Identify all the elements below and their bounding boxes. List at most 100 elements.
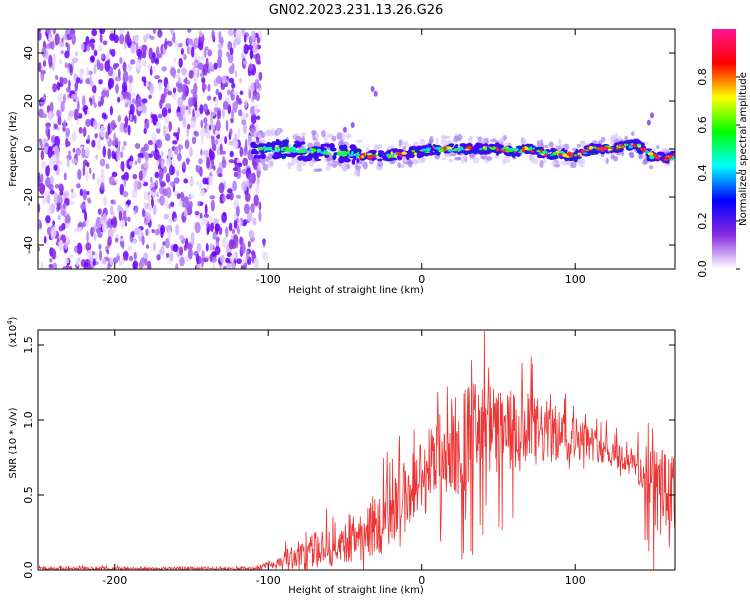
noise-blob: [68, 110, 75, 117]
signal-peak: [668, 154, 672, 159]
noise-blob: [101, 258, 107, 265]
noise-blob: [41, 46, 47, 58]
colorbar-tick-label: 0.0: [696, 260, 709, 278]
signal-halo: [259, 130, 264, 135]
noise-blob: [194, 221, 201, 234]
signal-halo: [353, 169, 360, 177]
noise-blob: [119, 151, 124, 159]
noise-blob: [134, 227, 140, 236]
signal-core: [250, 143, 256, 148]
noise-blob: [230, 117, 234, 124]
noise-blob: [86, 263, 92, 269]
noise-blob: [59, 190, 64, 196]
signal-peak: [595, 148, 601, 151]
noise-blob: [43, 93, 47, 102]
signal-core: [667, 152, 674, 156]
noise-blob: [231, 228, 235, 235]
noise-blob: [38, 61, 42, 73]
signal-peak: [421, 148, 427, 152]
signal-halo: [440, 139, 448, 146]
noise-blob: [137, 106, 143, 112]
noise-blob: [146, 244, 149, 249]
x-tick-label: -100: [256, 574, 281, 587]
signal-peak: [367, 156, 373, 159]
noise-blob: [173, 243, 178, 249]
noise-blob: [107, 236, 112, 247]
noise-blob: [64, 243, 68, 250]
noise-blob: [48, 263, 54, 269]
noise-blob: [71, 131, 77, 142]
noise-blob: [58, 183, 64, 192]
signal-peak: [616, 146, 619, 151]
signal-halo: [621, 150, 625, 157]
noise-blob: [219, 254, 225, 264]
colorbar-label: Normalized spectral amplitude: [738, 72, 749, 226]
noise-blob: [226, 193, 231, 200]
noise-blob: [181, 83, 187, 94]
noise-blob: [128, 75, 133, 84]
noise-blob: [253, 257, 260, 269]
noise-blob: [84, 106, 88, 115]
signal-peak: [512, 148, 519, 152]
noise-blob: [92, 120, 98, 130]
snr-x-label: Height of straight line (km): [288, 585, 424, 596]
noise-blob: [166, 186, 172, 199]
signal-peak: [530, 150, 535, 153]
noise-blob: [212, 232, 217, 240]
noise-blob: [168, 120, 172, 132]
noise-blob: [46, 194, 51, 205]
signal-peak: [652, 153, 657, 157]
noise-blob: [91, 139, 96, 148]
signal-peak: [414, 152, 417, 156]
signal-peak: [672, 153, 675, 157]
noise-blob: [154, 75, 161, 80]
noise-blob: [165, 157, 172, 167]
noise-blob: [186, 123, 191, 130]
signal-peak: [536, 149, 541, 153]
signal-halo: [451, 152, 457, 157]
noise-blob: [215, 88, 220, 96]
noise-blob: [38, 31, 42, 41]
signal-peak: [542, 150, 545, 153]
signal-halo: [578, 158, 586, 164]
signal-peak: [351, 150, 354, 155]
noise-blob: [109, 33, 116, 42]
y-tick-label: 0: [22, 146, 35, 153]
signal-halo: [480, 155, 487, 160]
noise-blob: [75, 257, 80, 267]
noise-blob: [97, 232, 103, 238]
noise-blob: [93, 102, 97, 109]
noise-blob: [258, 71, 263, 81]
signal-peak: [268, 147, 273, 150]
noise-blob: [188, 180, 192, 186]
signal-halo: [558, 138, 562, 146]
noise-blob: [234, 107, 237, 114]
noise-blob: [131, 98, 136, 105]
noise-blob: [236, 158, 241, 164]
noise-blob: [54, 183, 60, 189]
noise-blob: [164, 237, 170, 249]
signal-core: [349, 144, 357, 150]
signal-peak: [479, 147, 483, 151]
noise-blob: [38, 144, 42, 153]
noise-blob: [89, 98, 93, 106]
noise-blob: [102, 145, 107, 158]
noise-blob: [69, 29, 76, 35]
noise-blob: [177, 83, 183, 93]
noise-blob: [233, 219, 238, 229]
noise-blob: [144, 32, 151, 40]
signal-peak: [631, 144, 637, 147]
noise-blob: [125, 204, 129, 212]
signal-halo: [539, 139, 544, 147]
snr-y-multiplier: (x104): [6, 316, 19, 347]
noise-blob: [258, 210, 262, 222]
noise-blob: [119, 33, 125, 45]
noise-blob: [241, 168, 248, 175]
noise-blob: [158, 52, 163, 59]
signal-halo: [262, 163, 269, 171]
noise-blob: [92, 172, 95, 180]
signal-peak: [600, 148, 605, 152]
noise-blob: [69, 265, 73, 269]
signal-core: [564, 149, 568, 153]
